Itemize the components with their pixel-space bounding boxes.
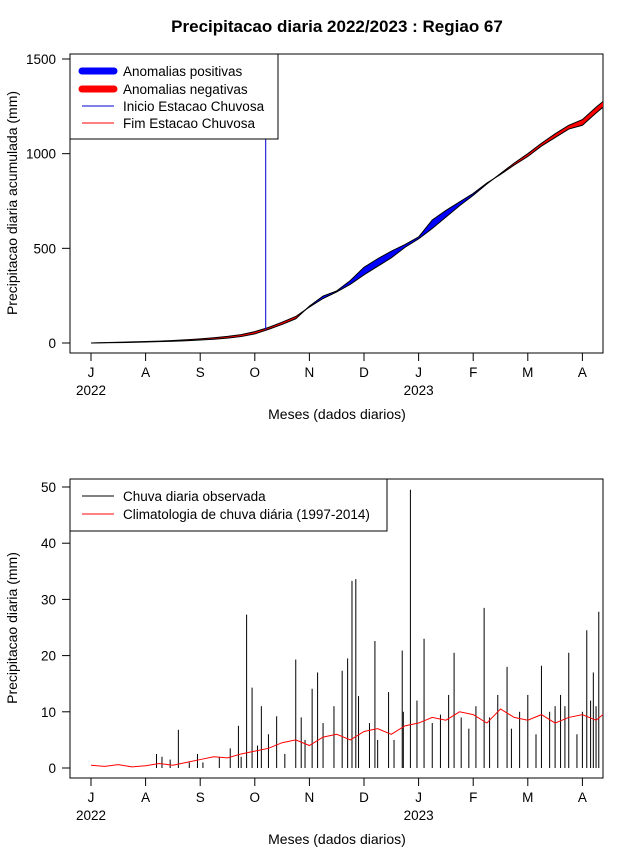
c0-year-label: 2022 (76, 383, 106, 398)
c1-y-tick-label: 40 (41, 536, 56, 551)
legend-label-observed: Chuva diaria observada (123, 489, 266, 504)
cumulative-chart: Precipitacao diaria 2022/2023 : Regiao 6… (4, 17, 604, 422)
c0-y-tick-label: 500 (33, 241, 56, 256)
c1-x-tick-label: J (415, 790, 422, 805)
legend-box (69, 478, 388, 532)
c0-x-tick-label: F (469, 365, 477, 380)
x-axis: J A S O N D J F M A 2022 2023 (76, 777, 587, 823)
c1-x-tick-label: A (141, 790, 150, 805)
y-axis-label: Precipitacao diaria acumulada (mm) (4, 91, 20, 315)
c0-y-tick-label: 1000 (26, 147, 56, 162)
c1-x-tick-label: A (578, 790, 587, 805)
c1-y-tick-label: 30 (41, 592, 56, 607)
legend: Chuva diaria observada Climatologia de c… (69, 478, 388, 532)
x-axis-label: Meses (dados diarios) (268, 406, 406, 422)
legend-label-end: Fim Estacao Chuvosa (123, 116, 256, 131)
legend-label-onset: Inicio Estacao Chuvosa (123, 99, 265, 114)
c1-y-tick-label: 50 (41, 480, 56, 495)
c1-year-label: 2023 (404, 808, 434, 823)
legend-label-positive: Anomalias positivas (123, 64, 243, 79)
climatology-daily-line (90, 708, 603, 768)
y-axis: 0 10 20 30 40 50 (41, 480, 71, 776)
climatology-cumulative-line (90, 100, 603, 344)
y-axis: 0 500 1000 1500 (26, 52, 71, 351)
c1-x-tick-label: N (305, 790, 315, 805)
daily-bars-layer (156, 489, 600, 768)
c0-x-tick-label: D (359, 365, 369, 380)
c0-x-tick-label: A (141, 365, 150, 380)
x-axis: J A S O N D J F M A 2022 2023 (76, 352, 587, 398)
c1-x-tick-label: F (469, 790, 477, 805)
c1-year-label: 2022 (76, 808, 106, 823)
c0-x-tick-label: M (522, 365, 533, 380)
chart-title: Precipitacao diaria 2022/2023 : Regiao 6… (171, 17, 503, 36)
c1-x-tick-label: M (522, 790, 533, 805)
legend-label-climatology: Climatologia de chuva diária (1997-2014) (123, 507, 370, 522)
c1-x-tick-label: S (196, 790, 205, 805)
y-axis-label: Precipitacao diaria (mm) (4, 552, 20, 704)
x-axis-label: Meses (dados diarios) (268, 831, 406, 847)
observed-cumulative-line (90, 106, 603, 344)
c1-y-tick-label: 10 (41, 705, 56, 720)
c1-x-tick-label: D (359, 790, 369, 805)
c0-x-tick-label: J (88, 365, 95, 380)
c0-x-tick-label: A (578, 365, 587, 380)
legend: Anomalias positivas Anomalias negativas … (69, 53, 279, 140)
c1-y-tick-label: 20 (41, 649, 56, 664)
c0-x-tick-label: J (415, 365, 422, 380)
c0-x-tick-label: O (250, 365, 261, 380)
c0-x-tick-label: S (196, 365, 205, 380)
c1-x-tick-label: J (88, 790, 95, 805)
daily-chart: 0 10 20 30 40 50 J A S O N D J F M A 2022 2023 Meses (da… (4, 478, 604, 847)
c0-year-label: 2023 (404, 383, 434, 398)
c1-y-tick-label: 0 (48, 761, 56, 776)
c1-x-tick-label: O (250, 790, 261, 805)
c0-y-tick-label: 0 (48, 336, 56, 351)
c0-x-tick-label: N (305, 365, 315, 380)
legend-label-negative: Anomalias negativas (123, 82, 248, 97)
c0-y-tick-label: 1500 (26, 52, 56, 67)
